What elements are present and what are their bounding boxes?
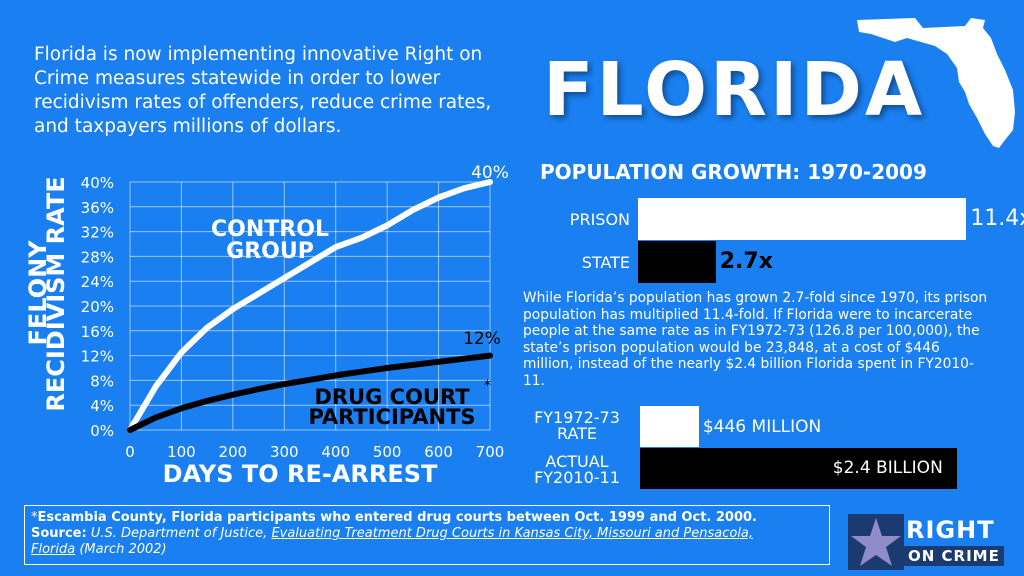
- bar-label-fy1972: FY1972-73 RATE: [534, 408, 620, 443]
- control-group-line: [127, 179, 493, 433]
- recidivism-line-chart: 0% 4% 8% 12% 16% 20% 24% 28% 32% 36% 40% 0 100 200 300…: [24, 163, 509, 488]
- explanation-paragraph: While Florida’s population has grown 2.7…: [523, 290, 988, 389]
- series-label-drug-court-marker: *: [484, 378, 491, 394]
- series-label-control-2: GROUP: [226, 239, 314, 264]
- y-tick-label: 28%: [81, 248, 114, 266]
- y-tick-label: 12%: [81, 348, 114, 366]
- x-tick-label: 0: [125, 443, 135, 461]
- y-tick-label: 8%: [90, 372, 114, 390]
- logo-text-right: RIGHT: [906, 516, 995, 544]
- y-tick-label: 36%: [81, 199, 114, 217]
- intro-text: Florida is now implementing innovative R…: [34, 44, 492, 137]
- chart-grid: [129, 181, 491, 431]
- y-tick-label: 4%: [90, 397, 114, 415]
- chart-series: [127, 179, 493, 433]
- bar-fy1972: [640, 406, 699, 447]
- x-tick-label: 500: [373, 443, 402, 461]
- logo-text-on-crime: ON CRIME: [904, 546, 1004, 566]
- drug-court-line: [127, 352, 493, 433]
- footnote-box: *Escambia County, Florida participants w…: [24, 505, 830, 565]
- population-chart-title: POPULATION GROWTH: 1970-2009: [540, 160, 927, 184]
- y-tick-label: 0%: [90, 422, 114, 440]
- series-label-drug-court-2: PARTICIPANTS: [308, 405, 475, 429]
- footnote-note: *Escambia County, Florida participants w…: [31, 510, 757, 525]
- control-end-label: 40%: [471, 163, 509, 183]
- series-label-control-1: CONTROL: [211, 217, 329, 242]
- bar-value-state: 2.7x: [719, 249, 773, 274]
- star-icon: [848, 514, 904, 570]
- x-tick-label: 100: [167, 443, 196, 461]
- y-tick-label: 16%: [81, 323, 114, 341]
- chart-ticks: 0% 4% 8% 12% 16% 20% 24% 28% 32% 36% 40% 0 100 200 300…: [81, 174, 505, 461]
- florida-map-icon: [857, 18, 1015, 148]
- bar-label-actual: ACTUAL FY2010-11: [534, 452, 620, 487]
- y-tick-label: 20%: [81, 298, 114, 316]
- right-on-crime-logo: RIGHT ON CRIME: [848, 514, 1014, 570]
- bar-state: [638, 241, 716, 283]
- source-link-cont[interactable]: Florida: [31, 542, 76, 557]
- x-tick-label: 600: [424, 443, 453, 461]
- y-tick-label: 40%: [81, 174, 114, 192]
- x-tick-label: 400: [321, 443, 350, 461]
- x-tick-label: 200: [219, 443, 248, 461]
- drug-court-end-label: 12%: [463, 329, 501, 349]
- bar-value-prison: 11.4x: [970, 206, 1024, 231]
- bar-value-fy1972: $446 MILLION: [702, 417, 822, 437]
- bar-value-actual: $2.4 BILLION: [832, 458, 943, 478]
- y-tick-label: 32%: [81, 224, 114, 242]
- x-axis-label: DAYS TO RE-ARREST: [163, 460, 438, 488]
- y-axis-label-line2: RECIDIVISM RATE: [42, 176, 70, 411]
- footnote-source: Source: U.S. Department of Justice, Eval…: [31, 526, 754, 541]
- source-link[interactable]: Evaluating Treatment Drug Courts in Kans…: [271, 526, 754, 541]
- bar-label-state: STATE: [581, 253, 630, 272]
- x-tick-label: 700: [476, 443, 505, 461]
- page-title: FLORIDA: [543, 47, 926, 133]
- y-tick-label: 24%: [81, 273, 114, 291]
- bar-actual: [640, 448, 957, 489]
- series-label-drug-court-1: DRUG COURT: [314, 385, 470, 409]
- bar-prison: [638, 198, 967, 240]
- x-tick-label: 300: [270, 443, 299, 461]
- y-axis-label-line1: FELONY: [24, 240, 52, 346]
- bar-label-prison: PRISON: [569, 210, 630, 229]
